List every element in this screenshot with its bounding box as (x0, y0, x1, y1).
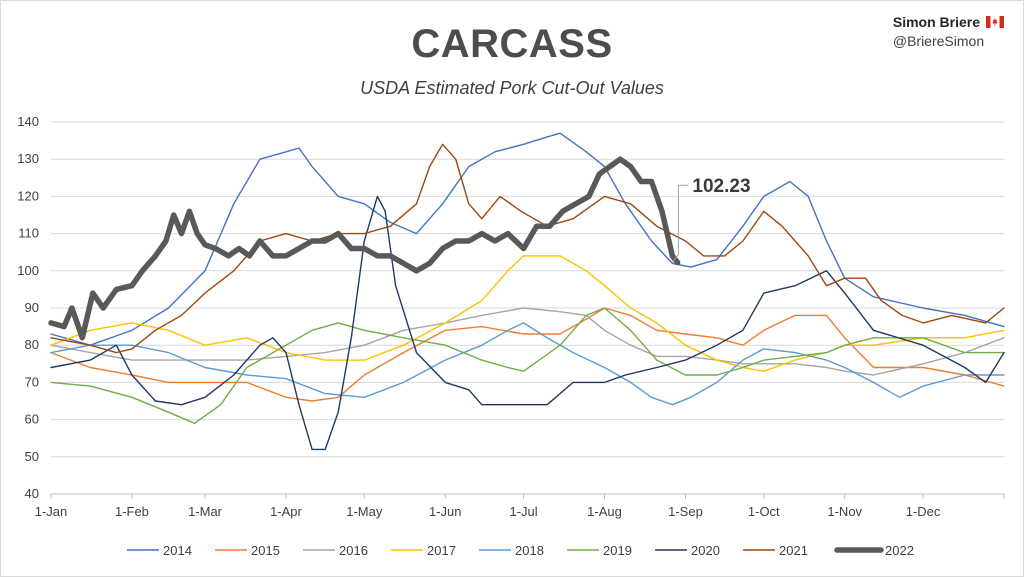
legend: 2014 2015 2016 2017 2018 2019 2020 2021 2022 (127, 543, 914, 558)
legend-label-2019: 2019 (603, 543, 632, 558)
series-line-2020 (50, 195, 1005, 451)
author-name: Simon Briere (893, 14, 1004, 30)
x-tick-label: 1-Dec (906, 504, 941, 519)
legend-label-2014: 2014 (163, 543, 192, 558)
x-tick-label: 1-Apr (270, 504, 302, 519)
series-line-2022 (48, 156, 681, 341)
x-tick-label: 1-Jan (35, 504, 68, 519)
legend-label-2015: 2015 (251, 543, 280, 558)
y-tick-label: 140 (17, 114, 39, 129)
x-tick-label: 1-Mar (188, 504, 223, 519)
x-tick-label: 1-Sep (668, 504, 703, 519)
legend-label-2022: 2022 (885, 543, 914, 558)
annotation-label: 102.23 (692, 176, 750, 197)
y-axis-ticks: 40 50 60 70 80 90 100 110 120 130 140 (17, 114, 39, 501)
series-line-2014 (50, 132, 1005, 346)
y-tick-label: 90 (25, 300, 39, 315)
x-tick-label: 1-May (346, 504, 383, 519)
x-tick-label: 1-Jun (429, 504, 462, 519)
series-line-2018 (50, 322, 1005, 406)
y-tick-label: 80 (25, 337, 39, 352)
y-tick-label: 60 (25, 412, 39, 427)
legend-label-2020: 2020 (691, 543, 720, 558)
canada-flag-icon (986, 16, 1004, 28)
y-tick-label: 70 (25, 374, 39, 389)
x-tick-label: 1-Oct (748, 504, 780, 519)
author-block: Simon Briere @BriereSimon (893, 14, 1004, 49)
chart-title: CARCASS (411, 22, 613, 66)
author-name-text: Simon Briere (892, 14, 980, 30)
series-line-2015 (50, 307, 1005, 402)
annotation: 102.23 (672, 176, 751, 263)
y-tick-label: 40 (25, 486, 39, 501)
legend-label-2018: 2018 (515, 543, 544, 558)
chart-subtitle: USDA Estimated Pork Cut-Out Values (360, 78, 664, 98)
x-tick-label: 1-Aug (587, 504, 622, 519)
x-tick-label: 1-Jul (509, 504, 537, 519)
legend-label-2016: 2016 (339, 543, 368, 558)
series-line-2021 (50, 143, 1005, 354)
x-axis-ticks: 1-Jan 1-Feb 1-Mar 1-Apr 1-May 1-Jun 1-Jul 1-Aug… (35, 494, 1005, 519)
y-tick-label: 130 (17, 151, 39, 166)
y-tick-label: 120 (17, 188, 39, 203)
y-tick-label: 50 (25, 449, 39, 464)
author-handle: @BriereSimon (892, 33, 985, 49)
legend-label-2017: 2017 (427, 543, 456, 558)
annotation-leader-line (672, 184, 689, 263)
x-tick-label: 1-Feb (115, 504, 149, 519)
y-tick-label: 100 (17, 263, 39, 278)
series-lines (48, 132, 1005, 451)
legend-label-2021: 2021 (779, 543, 808, 558)
x-tick-label: 1-Nov (827, 504, 862, 519)
y-tick-label: 110 (18, 226, 39, 241)
series-line-2019 (50, 307, 1005, 424)
